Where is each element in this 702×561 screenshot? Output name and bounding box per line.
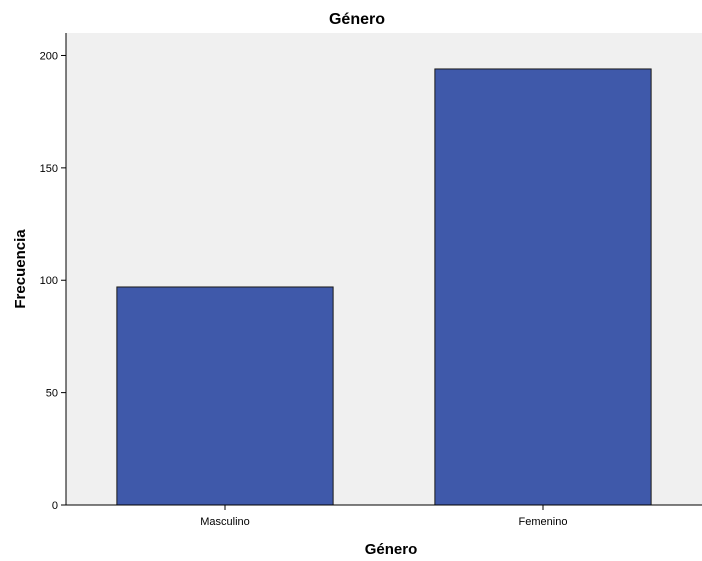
y-axis-ticks: 0 50 100 150 200: [40, 50, 66, 512]
y-axis-title: Frecuencia: [12, 229, 29, 309]
x-tick-label: Masculino: [200, 516, 250, 528]
chart-title: Género: [329, 11, 385, 28]
x-axis-ticks: Masculino Femenino: [200, 505, 567, 528]
bars-group: [116, 68, 652, 506]
y-tick-label: 0: [52, 500, 58, 512]
x-axis-title: Género: [365, 541, 418, 558]
x-tick-label: Femenino: [519, 516, 568, 528]
y-tick-label: 150: [40, 163, 58, 175]
y-tick-label: 100: [40, 275, 58, 287]
y-tick-label: 200: [40, 50, 58, 62]
y-tick-label: 50: [46, 388, 58, 400]
bar-femenino: [434, 68, 652, 506]
bar-masculino: [116, 286, 334, 506]
